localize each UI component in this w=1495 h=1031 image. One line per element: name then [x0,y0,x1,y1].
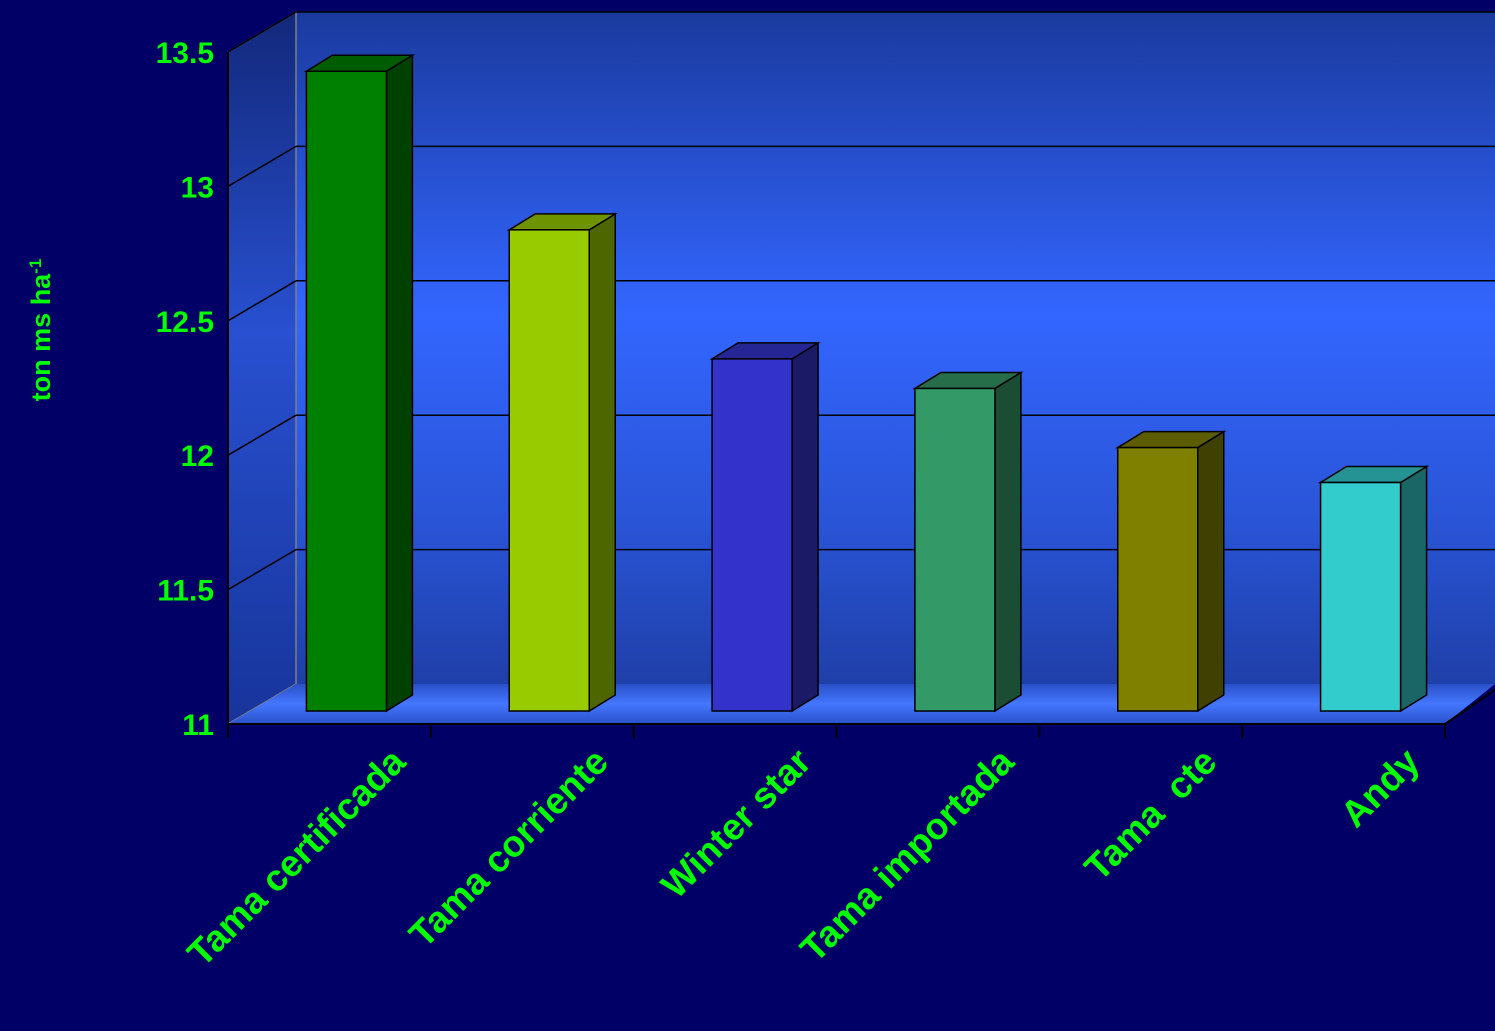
bar [912,371,1024,713]
y-tick-label: 12 [181,440,214,473]
bar-front [1117,446,1199,712]
gridlines [227,11,1495,591]
y-tick-label: 13 [181,171,214,204]
bar [709,341,821,713]
bar-front [711,358,793,712]
bar-side [791,341,819,713]
x-ticks [227,724,1446,738]
bar [1317,465,1430,713]
gridline-side [227,548,297,591]
bar-front [1319,481,1402,712]
y-axis-label-superscript: -1 [26,259,45,274]
x-tick-label: Winter star [653,741,818,906]
y-axis-label: ton ms ha-1 [26,259,57,402]
back-wall [296,12,1495,684]
bar-side [588,212,616,713]
x-tick-label: Andy [1333,740,1428,835]
bar-side [1197,430,1225,713]
bar [1115,430,1227,713]
x-tick-label: Tama certificada [180,740,414,974]
gridline-side [227,280,297,322]
bar-side [385,53,414,713]
bar [303,53,416,713]
y-tick-label: 11 [182,709,214,742]
x-tick-label: Tama importada [792,740,1021,969]
gridline-side [227,414,297,456]
floor [228,684,1495,724]
x-tick-label: Tama cte [1077,741,1225,889]
bar-front [305,70,388,712]
floor-edge-line [1444,689,1495,725]
y-tick-labels: 11 11.5 12 12.5 13 13.5 [156,37,214,742]
y-tick-label: 13.5 [156,37,214,70]
gridline-side [227,145,297,188]
bars [303,53,1430,713]
bar-front [508,229,590,712]
gridline-side [227,11,297,53]
side-wall [227,10,297,726]
y-tick-label: 11.5 [157,575,214,608]
bar [506,212,618,713]
x-tick-label: Tama corriente [401,741,616,956]
bar-front [914,387,996,712]
bar-side [994,371,1022,713]
bar-side [1399,465,1428,713]
y-tick-label: 12.5 [156,306,214,339]
